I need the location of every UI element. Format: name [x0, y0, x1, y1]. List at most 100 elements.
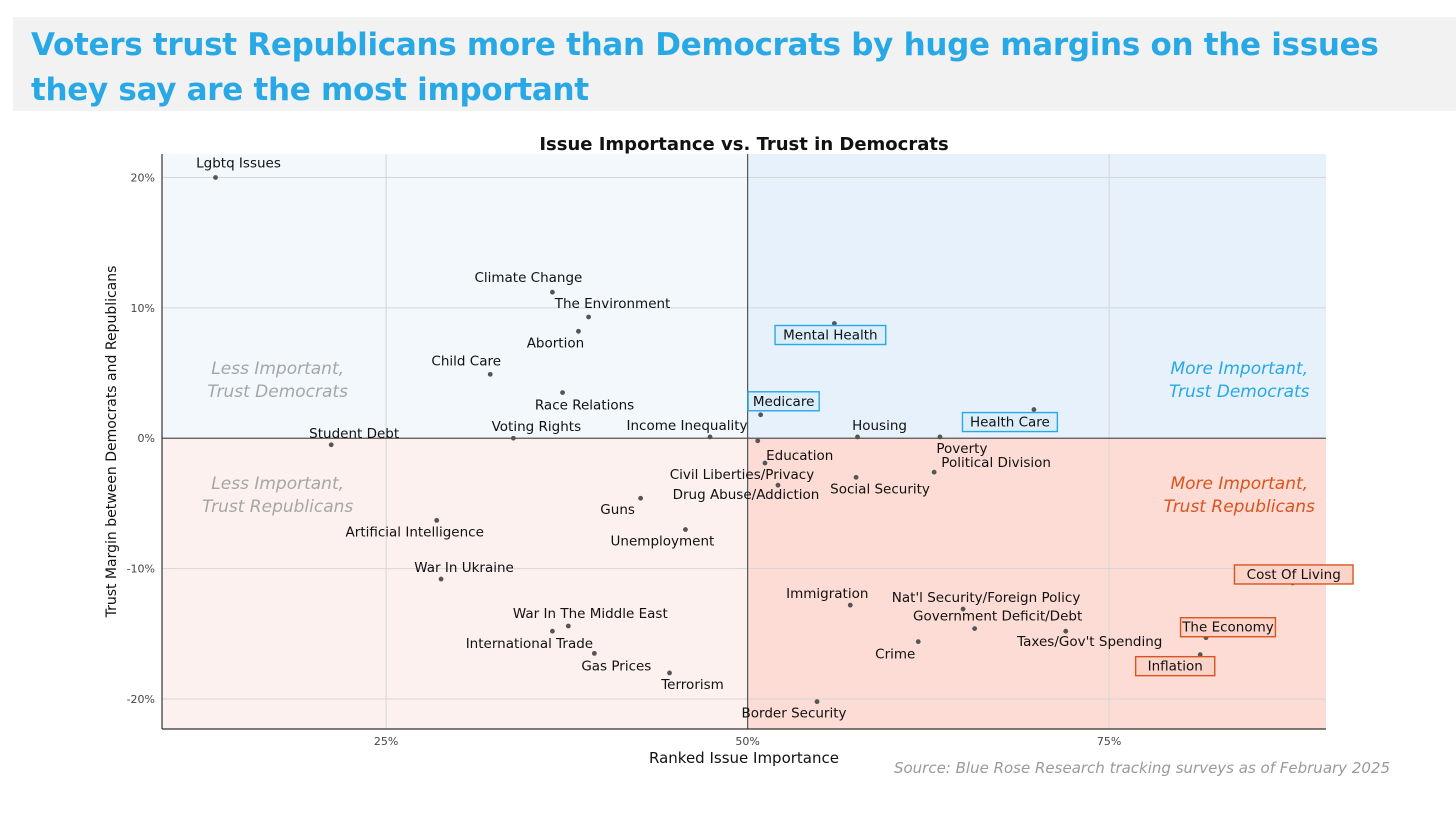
y-axis-label: Trust Margin between Democrats and Repub…: [104, 266, 120, 619]
point-label: Drug Abuse/Addiction: [673, 487, 820, 503]
y-tick-label: 0%: [138, 432, 155, 445]
quadrant-label-line: Less Important,: [211, 359, 344, 379]
data-point: [434, 517, 440, 523]
source-note: Source: Blue Rose Research tracking surv…: [893, 759, 1390, 777]
y-tick-label: -10%: [127, 563, 155, 576]
point-label: Health Care: [970, 415, 1050, 431]
x-tick-label: 50%: [735, 735, 759, 748]
point-label: The Economy: [1181, 620, 1274, 636]
data-point: [831, 321, 837, 326]
quadrant-label-line: Trust Democrats: [1169, 382, 1310, 402]
point-label: Race Relations: [535, 398, 634, 414]
point-label: Abortion: [527, 335, 584, 351]
data-point: [550, 289, 555, 295]
data-point: [855, 434, 860, 440]
quadrant-label: More Important, Trust Democrats: [1169, 359, 1310, 402]
highlight-box: [1134, 655, 1216, 677]
data-point: [586, 314, 591, 320]
quadrant-label-line: More Important,: [1170, 474, 1308, 494]
y-tick-label: -20%: [127, 693, 155, 706]
highlight-box: [1233, 564, 1354, 585]
point-label: Guns: [600, 502, 635, 518]
quadrant-label-line: Trust Republicans: [1164, 497, 1315, 517]
quadrant-more-important-rep: [747, 438, 1326, 729]
quadrant-label-line: Less Important,: [211, 474, 344, 494]
point-label: Political Division: [941, 455, 1051, 471]
point-label: Crime: [875, 647, 915, 663]
x-axis-label: Ranked Issue Importance: [649, 749, 839, 767]
point-label: Terrorism: [660, 677, 724, 693]
point-label: Unemployment: [611, 534, 715, 550]
data-point: [683, 527, 688, 532]
point-label: Nat'l Security/Foreign Policy: [892, 590, 1081, 606]
point-label: Gas Prices: [581, 658, 651, 674]
point-label: Border Security: [742, 706, 847, 722]
data-point: [814, 699, 820, 705]
x-tick-label: 75%: [1097, 735, 1121, 748]
data-point: [972, 626, 978, 632]
data-point: [762, 460, 768, 466]
data-point: [591, 650, 597, 656]
data-point: [755, 438, 761, 444]
point-label: Student Debt: [309, 426, 399, 442]
point-label: Lgbtq Issues: [196, 155, 281, 171]
point-label: Artificial Intelligence: [346, 524, 484, 540]
data-point: [667, 670, 672, 676]
data-point: [931, 469, 937, 475]
point-label: Civil Liberties/Privacy: [670, 467, 814, 483]
data-point: [847, 602, 853, 608]
headline-banner: Voters trust Republicans more than Democ…: [13, 17, 1456, 111]
quadrant-label-line: More Important,: [1170, 359, 1308, 379]
highlight-box: [774, 324, 887, 346]
quadrant-label: Less Important, Trust Republicans: [202, 474, 353, 517]
quadrant-label: More Important, Trust Republicans: [1164, 474, 1315, 517]
point-label: War In The Middle East: [513, 606, 668, 622]
point-label: Cost Of Living: [1247, 567, 1341, 583]
point-label: Voting Rights: [492, 419, 582, 435]
point-label: Income Inequality: [627, 418, 748, 434]
data-point: [213, 175, 218, 180]
y-tick-label: 20%: [131, 171, 155, 184]
data-point: [1063, 628, 1069, 634]
quadrant-label-line: Trust Republicans: [202, 497, 353, 517]
data-point: [1031, 407, 1037, 412]
data-point: [758, 412, 764, 418]
point-label: Medicare: [753, 394, 815, 410]
point-label: Government Deficit/Debt: [913, 609, 1082, 625]
data-point: [915, 639, 921, 645]
point-label: Climate Change: [474, 270, 582, 286]
point-label: Child Care: [431, 353, 501, 369]
point-label: Inflation: [1148, 659, 1203, 675]
headline: Voters trust Republicans more than Democ…: [31, 27, 1379, 108]
point-label: Mental Health: [783, 328, 877, 344]
point-label: War In Ukraine: [414, 560, 514, 576]
data-point: [638, 495, 644, 501]
point-label: Immigration: [786, 586, 868, 602]
point-label: Housing: [852, 418, 907, 434]
data-point: [487, 371, 493, 377]
point-label: Education: [766, 448, 833, 464]
data-point: [960, 606, 966, 612]
data-point: [707, 434, 713, 440]
quadrant-label: Less Important, Trust Democrats: [207, 359, 348, 402]
data-point: [1197, 652, 1203, 658]
data-point: [853, 474, 859, 480]
data-point: [576, 328, 581, 334]
quadrant-less-important-rep: [162, 438, 748, 729]
y-tick-label: 10%: [131, 302, 155, 315]
quadrant-label-line: Trust Democrats: [207, 382, 348, 402]
data-point: [775, 482, 781, 488]
data-point: [328, 442, 334, 448]
point-label: International Trade: [466, 636, 593, 652]
data-point: [937, 434, 943, 440]
data-point: [550, 628, 555, 634]
data-point: [438, 576, 444, 582]
quadrant-less-important-dem: [162, 154, 748, 439]
chart-title: Issue Importance vs. Trust in Democrats: [539, 134, 948, 155]
highlight-box: [961, 411, 1059, 433]
point-label: Taxes/Gov't Spending: [1016, 634, 1162, 650]
data-point: [560, 390, 565, 396]
data-point: [565, 623, 571, 629]
quadrant-more-important-dem: [747, 154, 1326, 439]
